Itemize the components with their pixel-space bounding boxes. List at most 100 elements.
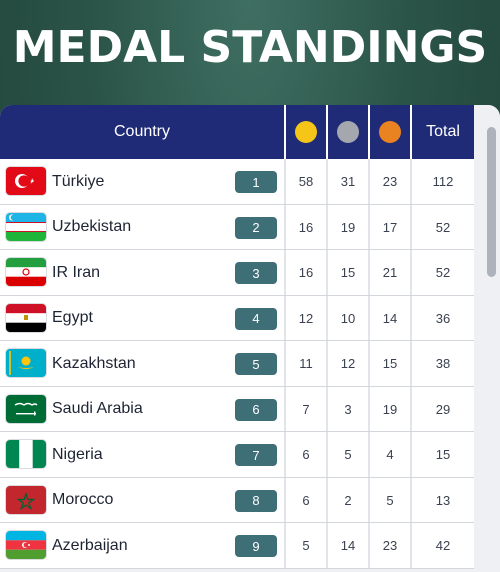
table-row[interactable]: Egypt 4 12 10 14 36	[0, 295, 474, 341]
column-divider	[368, 295, 370, 340]
column-divider	[368, 159, 370, 204]
silver-count: 12	[340, 356, 356, 371]
column-divider	[326, 386, 328, 431]
rank-badge: 5	[235, 353, 277, 375]
flag-kazakhstan-icon	[6, 349, 46, 377]
column-divider	[368, 523, 370, 568]
bronze-count: 23	[382, 174, 398, 189]
column-divider	[284, 250, 286, 295]
silver-count: 19	[340, 219, 356, 235]
flag-iran-icon	[6, 258, 46, 286]
rank-badge: 2	[235, 216, 277, 239]
column-divider	[284, 523, 286, 568]
flag-nigeria-icon	[6, 440, 46, 468]
total-count: 52	[435, 265, 451, 280]
country-name: Uzbekistan	[52, 218, 132, 235]
table-row[interactable]: Uzbekistan 2 16 19 17 52	[0, 204, 474, 250]
column-divider	[368, 432, 370, 477]
total-count: 13	[435, 492, 451, 508]
gold-medal-icon	[295, 121, 317, 143]
country-name: Morocco	[52, 491, 114, 508]
total-count: 112	[432, 174, 454, 189]
column-divider	[284, 432, 286, 477]
scrollbar-thumb[interactable]	[487, 127, 496, 277]
column-divider	[284, 386, 286, 431]
column-divider	[326, 159, 328, 204]
flag-uzbekistan-icon	[6, 212, 46, 241]
gold-count: 11	[299, 356, 313, 371]
country-name: Türkiye	[52, 172, 105, 190]
silver-count: 10	[340, 310, 356, 326]
standings-table: Country Total	[0, 105, 500, 572]
country-name: IR Iran	[52, 263, 101, 281]
column-divider	[410, 250, 412, 295]
column-divider	[410, 204, 412, 249]
rank-badge: 8	[235, 489, 277, 512]
table-row[interactable]: Morocco 8 6 2 5 13	[0, 477, 474, 523]
total-count: 52	[435, 219, 451, 235]
column-divider	[326, 523, 328, 568]
total-count: 42	[435, 538, 451, 553]
header-divider	[326, 105, 328, 159]
rank-badge: 9	[235, 535, 277, 557]
header-country[interactable]: Country	[113, 123, 171, 140]
total-count: 38	[435, 356, 451, 371]
column-divider	[368, 204, 370, 249]
table-row[interactable]: Azerbaijan 9 5 14 23 42	[0, 523, 474, 569]
header-total[interactable]: Total	[426, 123, 460, 140]
silver-medal-icon	[337, 121, 359, 143]
bronze-count: 4	[386, 447, 394, 462]
total-count: 29	[435, 401, 451, 417]
silver-count: 31	[340, 174, 356, 189]
flag-azerbaijan-icon	[6, 531, 46, 559]
header-silver[interactable]	[328, 105, 368, 159]
table-row[interactable]: Saudi Arabia 6 7 3 19 29	[0, 386, 474, 432]
silver-count: 3	[344, 401, 352, 417]
rank-badge: 3	[235, 262, 277, 284]
table-row[interactable]: Kazakhstan 5 11 12 15 38	[0, 341, 474, 387]
table-row[interactable]: Nigeria 7 6 5 4 15	[0, 432, 474, 478]
country-name: Kazakhstan	[52, 354, 136, 372]
country-name: Nigeria	[52, 445, 103, 463]
rank-badge: 1	[235, 171, 277, 193]
bronze-count: 14	[382, 310, 398, 326]
country-name: Azerbaijan	[52, 536, 128, 554]
column-divider	[284, 159, 286, 204]
column-divider	[410, 386, 412, 431]
column-divider	[410, 432, 412, 477]
column-divider	[410, 523, 412, 568]
gold-count: 5	[302, 538, 310, 553]
gold-count: 7	[302, 401, 310, 417]
flag-egypt-icon	[6, 303, 46, 332]
header-divider	[410, 105, 412, 159]
table-row[interactable]: IR Iran 3 16 15 21 52	[0, 250, 474, 296]
rank-badge: 4	[235, 307, 277, 330]
gold-count: 16	[298, 265, 314, 280]
bronze-medal-icon	[379, 121, 401, 143]
flag-saudi-arabia-icon	[6, 394, 46, 423]
rank-badge: 6	[235, 398, 277, 421]
header-gold[interactable]	[286, 105, 326, 159]
column-divider	[284, 204, 286, 249]
column-divider	[368, 341, 370, 386]
silver-count: 5	[344, 447, 352, 462]
bronze-count: 21	[382, 265, 398, 280]
column-divider	[410, 295, 412, 340]
gold-count: 58	[298, 174, 314, 189]
total-count: 36	[435, 310, 451, 326]
column-divider	[284, 295, 286, 340]
gold-count: 16	[298, 219, 314, 235]
bronze-count: 19	[382, 401, 398, 417]
column-divider	[368, 250, 370, 295]
column-divider	[368, 477, 370, 522]
column-divider	[326, 204, 328, 249]
gold-count: 12	[298, 310, 314, 326]
table-row[interactable]: Türkiye 1 58 31 23 112	[0, 159, 474, 205]
column-divider	[326, 295, 328, 340]
flag-turkiye-icon	[6, 167, 46, 195]
header-bronze[interactable]	[370, 105, 410, 159]
country-name: Egypt	[52, 309, 93, 326]
table-header: Country Total	[0, 105, 474, 159]
column-divider	[326, 250, 328, 295]
bronze-count: 5	[386, 492, 394, 508]
